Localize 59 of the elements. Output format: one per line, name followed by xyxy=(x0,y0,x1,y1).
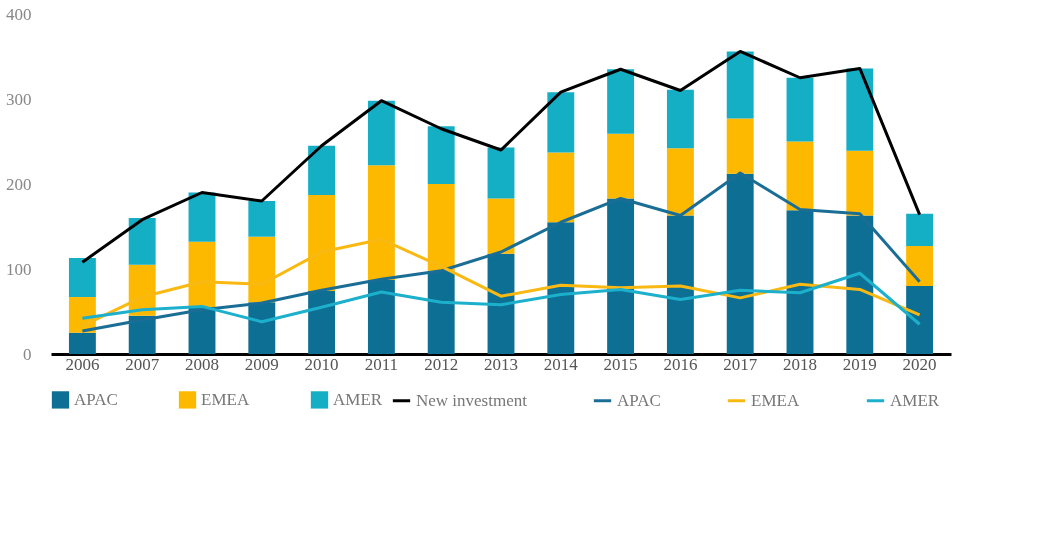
x-tick-label: 2010 xyxy=(304,354,339,374)
bar xyxy=(666,148,694,216)
line-series xyxy=(80,49,922,264)
legend-label: APAC xyxy=(617,390,661,410)
y-tick-label: 100 xyxy=(6,259,32,279)
line-series xyxy=(80,237,922,328)
legend-label: APAC xyxy=(74,389,118,409)
x-tick-label: 2013 xyxy=(484,354,518,374)
bar xyxy=(666,89,694,149)
bar xyxy=(128,218,156,265)
bar xyxy=(906,286,934,354)
y-tick-label: 0 xyxy=(23,344,32,364)
bar xyxy=(607,69,635,134)
bar xyxy=(487,198,515,254)
bar xyxy=(846,68,874,151)
bar xyxy=(367,165,395,281)
x-tick-label: 2015 xyxy=(603,354,638,374)
bar xyxy=(607,133,635,199)
bar xyxy=(786,77,814,142)
legend-label: EMEA xyxy=(751,390,800,410)
legend-label: EMEA xyxy=(201,389,250,409)
bar xyxy=(427,184,455,271)
x-tick-label: 2008 xyxy=(185,354,219,374)
line-series xyxy=(80,271,922,326)
y-tick-label: 400 xyxy=(6,4,32,24)
bar xyxy=(487,147,515,199)
x-tick-label: 2020 xyxy=(902,354,937,374)
legend-label: New investment xyxy=(416,390,528,410)
bar xyxy=(786,141,814,211)
x-tick-label: 2016 xyxy=(663,354,698,374)
bar xyxy=(547,92,575,153)
bar xyxy=(726,118,754,174)
x-tick-label: 2014 xyxy=(543,354,579,374)
bar xyxy=(188,192,216,242)
legend-label: AMER xyxy=(890,390,940,410)
bar xyxy=(906,213,934,247)
x-tick-label: 2012 xyxy=(424,354,459,374)
bar xyxy=(248,236,276,303)
x-tick-label: 2006 xyxy=(65,354,100,374)
x-tick-label: 2017 xyxy=(723,354,758,374)
bar xyxy=(248,201,276,237)
bar xyxy=(367,100,395,166)
y-tick-label: 300 xyxy=(6,89,32,109)
bar xyxy=(308,145,336,196)
bar xyxy=(547,152,575,223)
bar xyxy=(906,246,934,286)
bar xyxy=(68,257,96,298)
legend-label: AMER xyxy=(333,389,383,409)
bar xyxy=(846,150,874,216)
x-tick-label: 2007 xyxy=(125,354,160,374)
bar xyxy=(427,126,455,184)
x-tick-label: 2019 xyxy=(842,354,877,374)
x-tick-label: 2018 xyxy=(783,354,817,374)
x-tick-label: 2009 xyxy=(244,354,279,374)
bar xyxy=(308,195,336,292)
x-tick-label: 2011 xyxy=(364,354,399,374)
bar xyxy=(188,241,216,308)
bar xyxy=(726,51,754,119)
y-tick-label: 200 xyxy=(6,174,32,194)
